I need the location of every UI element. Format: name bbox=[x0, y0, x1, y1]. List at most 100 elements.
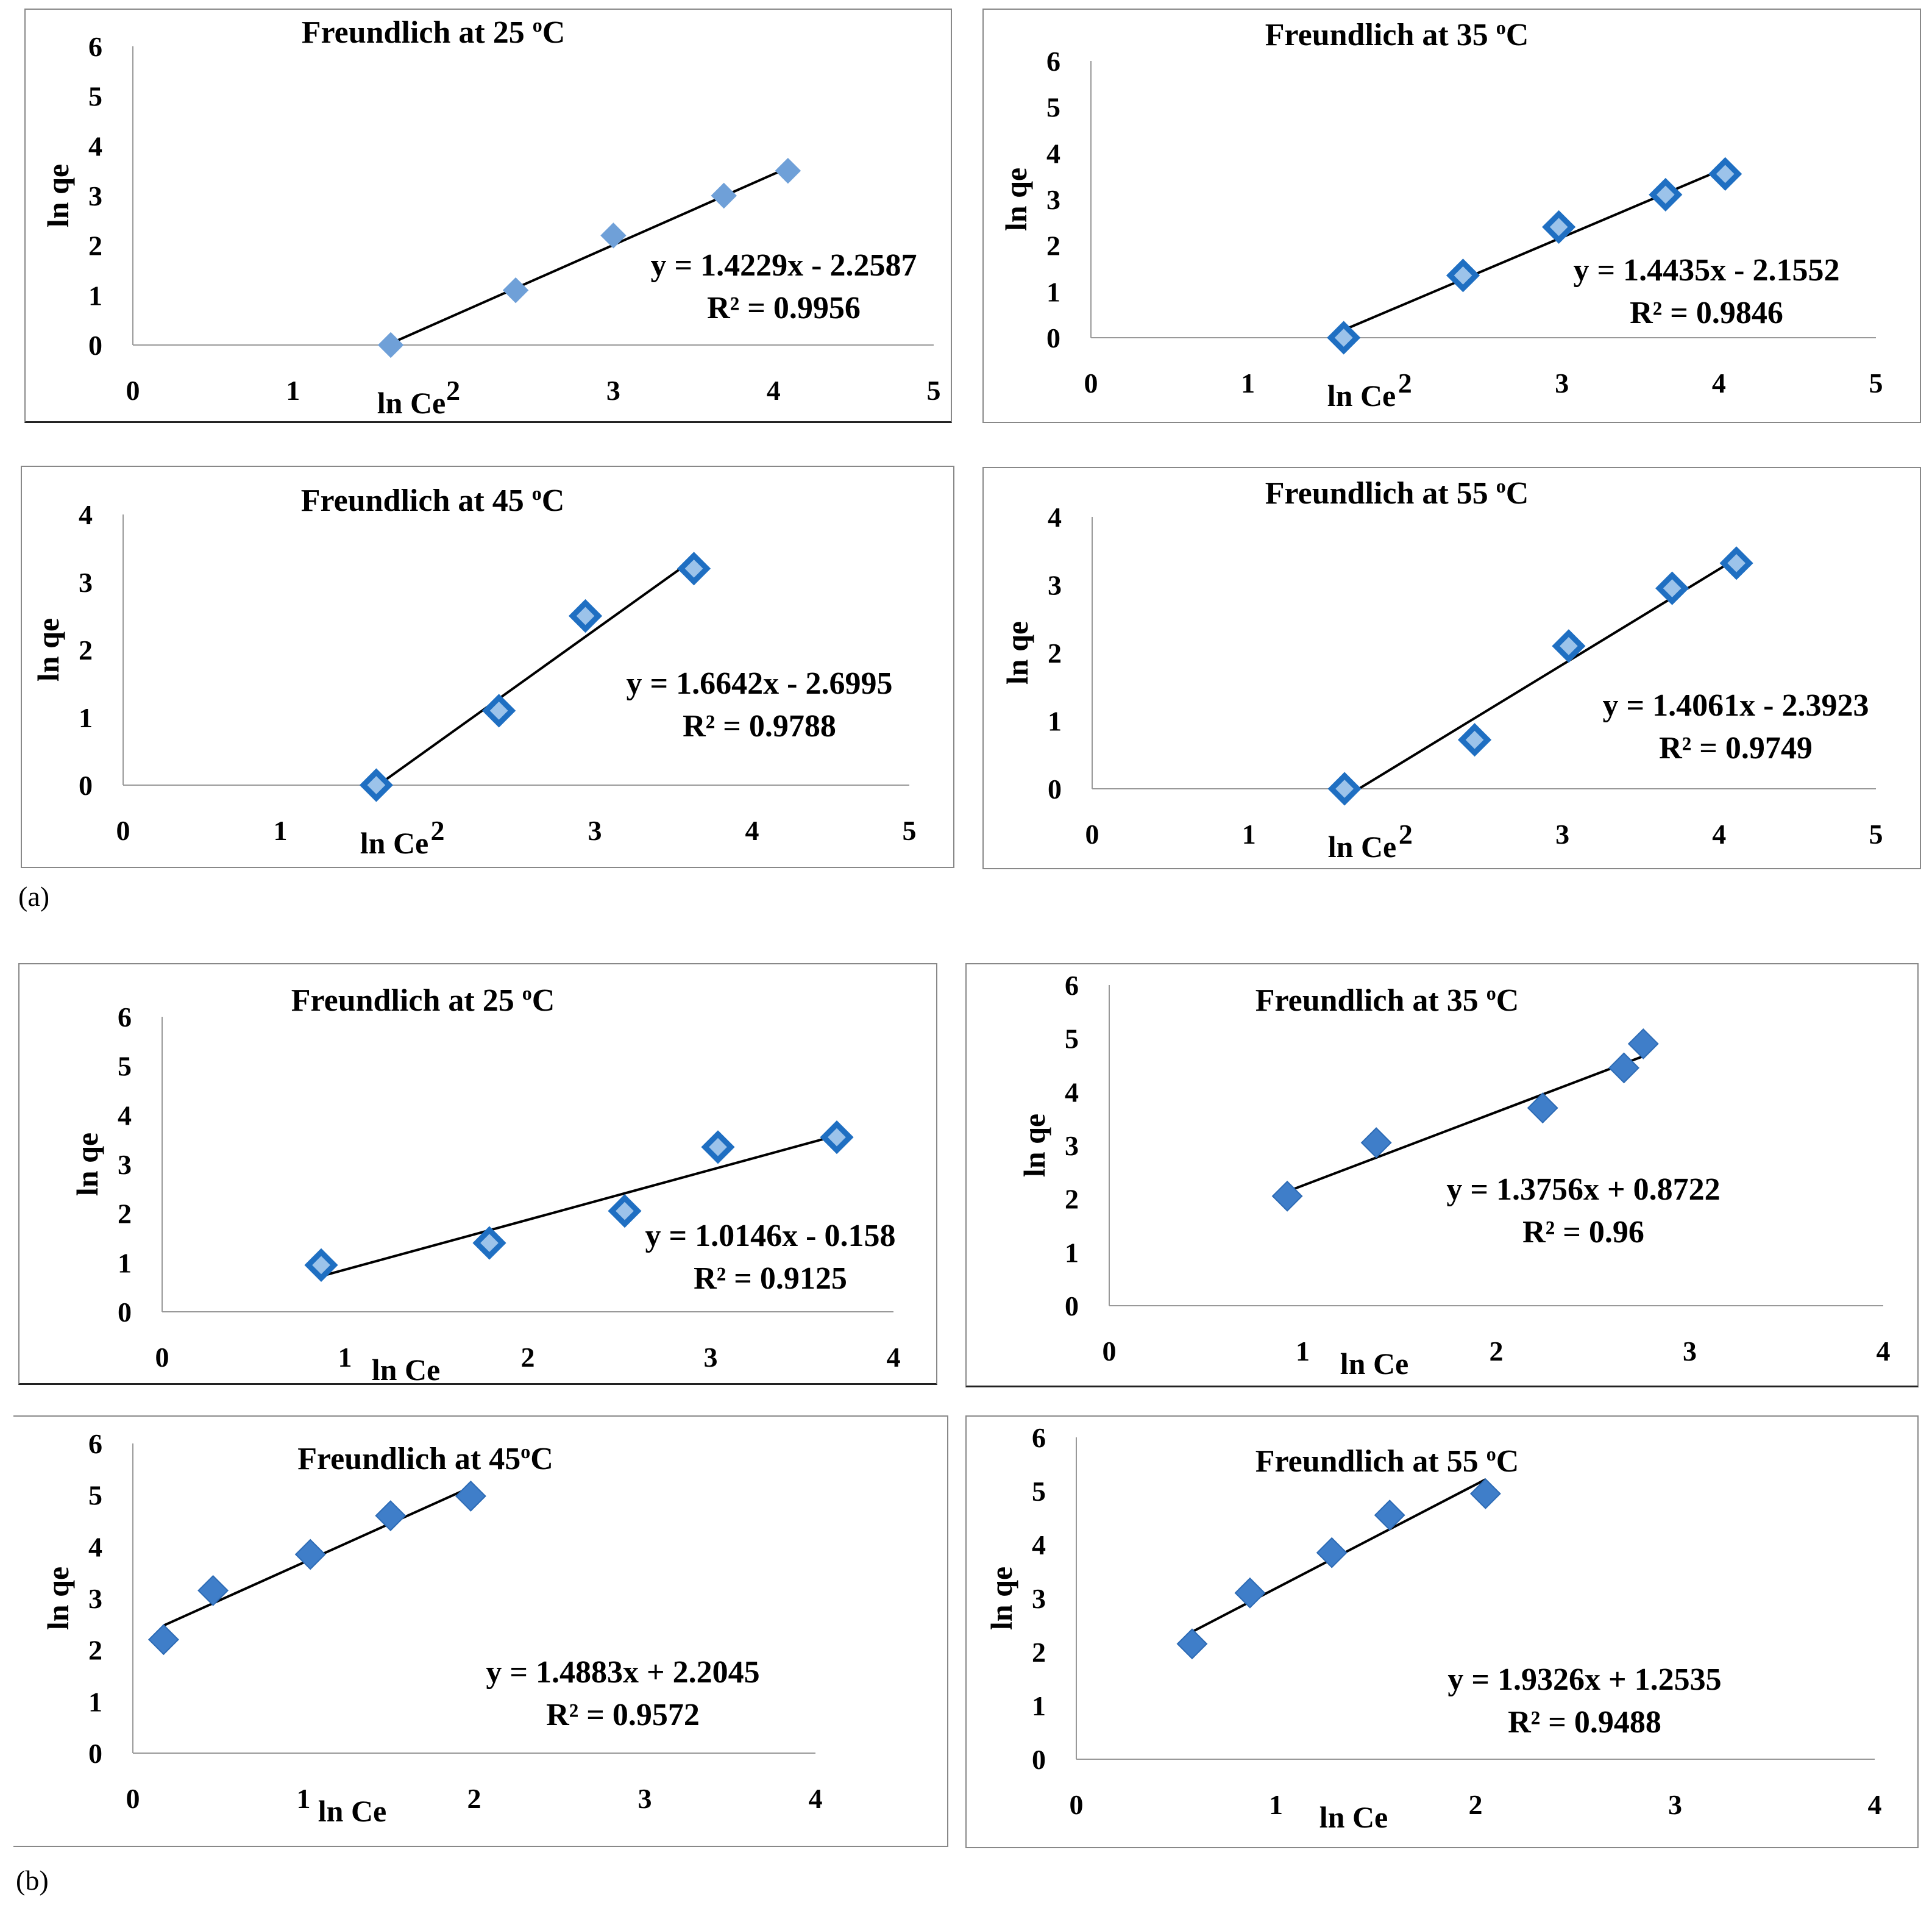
chart-title-text: Freundlich at 55 bbox=[1265, 476, 1496, 511]
data-point bbox=[775, 157, 801, 184]
chart-panel-b-55: 0 1 2 3 4 5 6 0 1 2 3 4 Freundlich at 55 oC ln Ce ln q… bbox=[965, 1415, 1919, 1848]
y-tick-label: 0 bbox=[1046, 322, 1060, 354]
chart-title-unit: C bbox=[542, 483, 565, 518]
trendline-equation: y = 1.4883x + 2.2045 bbox=[486, 1655, 759, 1690]
x-tick-label: 2 bbox=[1398, 368, 1412, 399]
data-point bbox=[1360, 1127, 1392, 1159]
x-tick-label: 4 bbox=[1712, 368, 1726, 399]
x-tick-label: 3 bbox=[606, 375, 620, 406]
x-axis-label: ln Ce bbox=[372, 1353, 441, 1383]
x-tick-label: 4 bbox=[809, 1783, 823, 1814]
trendline-equation: y = 1.3756x + 0.8722 bbox=[1446, 1172, 1720, 1207]
chart-title-text: Freundlich at 45 bbox=[297, 1442, 520, 1476]
x-axis-label: ln Ce bbox=[318, 1794, 387, 1828]
y-tick-label: 3 bbox=[1046, 184, 1060, 215]
data-point bbox=[1327, 772, 1362, 806]
chart-title-superscript: o bbox=[1486, 1443, 1496, 1465]
y-tick-label: 5 bbox=[88, 81, 102, 112]
chart-title-text: Freundlich at 25 bbox=[302, 15, 533, 50]
chart-title-text: Freundlich at 35 bbox=[1265, 18, 1496, 52]
trendline-equation: y = 1.4061x - 2.3923 bbox=[1603, 688, 1869, 723]
x-tick-label: 2 bbox=[1469, 1789, 1483, 1820]
x-tick-label: 2 bbox=[467, 1783, 481, 1814]
x-tick-label: 3 bbox=[1555, 368, 1569, 399]
y-tick-label: 3 bbox=[1048, 570, 1062, 601]
y-tick-label: 4 bbox=[1048, 502, 1062, 533]
x-tick-label: 0 bbox=[155, 1342, 169, 1373]
chart-title-superscript: o bbox=[532, 482, 542, 504]
panel-label-a: (a) bbox=[18, 881, 50, 912]
chart-title-unit: C bbox=[1506, 18, 1529, 52]
data-point bbox=[502, 277, 529, 304]
chart-title-unit: C bbox=[1496, 983, 1519, 1018]
y-tick-label: 6 bbox=[1046, 46, 1060, 77]
data-point bbox=[608, 1194, 642, 1228]
x-tick-label: 4 bbox=[1868, 1789, 1882, 1820]
data-point bbox=[147, 1624, 179, 1656]
chart-title: Freundlich at 55 oC bbox=[1255, 1443, 1519, 1479]
y-tick-label: 1 bbox=[1046, 276, 1060, 307]
x-axis-label: ln Ce bbox=[360, 826, 429, 860]
x-tick-label: 2 bbox=[1490, 1336, 1504, 1367]
y-tick-label: 0 bbox=[88, 330, 102, 361]
trendline-r2: R² = 0.96 bbox=[1522, 1215, 1644, 1250]
x-tick-label: 3 bbox=[1683, 1336, 1697, 1367]
chart-panel-a-55: 0 1 2 3 4 0 1 2 3 4 5 Freundlich at 55 oC ln Ce ln qe… bbox=[982, 467, 1921, 869]
y-tick-label: 1 bbox=[1032, 1690, 1046, 1721]
x-tick-label: 0 bbox=[1070, 1789, 1084, 1820]
chart-title-unit: C bbox=[1496, 1444, 1519, 1479]
chart-title: Freundlich at 25 oC bbox=[302, 14, 566, 50]
x-tick-label: 4 bbox=[1712, 819, 1726, 850]
chart-title-unit: C bbox=[530, 1442, 553, 1476]
data-point bbox=[1446, 258, 1480, 293]
x-tick-label: 5 bbox=[1869, 819, 1883, 850]
y-tick-label: 5 bbox=[1046, 92, 1060, 123]
data-point bbox=[1271, 1180, 1303, 1212]
x-axis-label: ln Ce bbox=[1327, 379, 1396, 413]
x-axis-label: ln Ce bbox=[1328, 830, 1397, 864]
trendline-equation: y = 1.4229x - 2.2587 bbox=[651, 248, 917, 283]
y-tick-label: 2 bbox=[79, 635, 93, 666]
chart-title-superscript: o bbox=[533, 14, 542, 36]
x-tick-label: 0 bbox=[1085, 819, 1099, 850]
chart-title: Freundlich at 25 oC bbox=[291, 982, 555, 1018]
y-tick-label: 2 bbox=[1065, 1184, 1079, 1215]
x-tick-label: 0 bbox=[1084, 368, 1098, 399]
trendline-r2: R² = 0.9846 bbox=[1630, 296, 1783, 330]
chart-title-text: Freundlich at 25 bbox=[291, 983, 522, 1018]
y-tick-label: 0 bbox=[79, 770, 93, 801]
y-axis-label: ln qe bbox=[999, 168, 1033, 231]
data-point bbox=[820, 1120, 854, 1155]
x-tick-label: 2 bbox=[521, 1342, 535, 1373]
y-tick-label: 1 bbox=[118, 1247, 132, 1278]
x-tick-label: 1 bbox=[297, 1783, 311, 1814]
y-tick-label: 4 bbox=[79, 499, 93, 530]
chart-title-text: Freundlich at 55 bbox=[1255, 1444, 1486, 1479]
y-tick-label: 3 bbox=[79, 567, 93, 598]
data-point bbox=[568, 599, 603, 633]
y-tick-label: 6 bbox=[88, 1428, 102, 1459]
y-tick-label: 0 bbox=[1065, 1290, 1079, 1322]
chart-panel-a-45: 0 1 2 3 4 0 1 2 3 4 5 Freundlich at 45 oC ln Ce ln qe… bbox=[21, 466, 954, 868]
y-axis-label: ln qe bbox=[41, 1567, 75, 1630]
y-tick-label: 2 bbox=[88, 230, 102, 262]
trendline-equation: y = 1.0146x - 0.158 bbox=[645, 1219, 896, 1253]
x-tick-label: 3 bbox=[1555, 819, 1569, 850]
data-point bbox=[359, 768, 393, 802]
data-point bbox=[1527, 1092, 1558, 1124]
y-tick-label: 6 bbox=[1065, 970, 1079, 1001]
y-tick-label: 2 bbox=[118, 1198, 132, 1230]
x-tick-label: 3 bbox=[1668, 1789, 1682, 1820]
y-tick-label: 1 bbox=[79, 702, 93, 733]
y-tick-label: 4 bbox=[1046, 138, 1060, 169]
data-point bbox=[600, 222, 627, 249]
trendline-r2: R² = 0.9572 bbox=[546, 1698, 700, 1732]
chart-title-superscript: o bbox=[1496, 16, 1506, 38]
y-tick-label: 1 bbox=[1065, 1237, 1079, 1268]
y-tick-label: 2 bbox=[1032, 1637, 1046, 1668]
